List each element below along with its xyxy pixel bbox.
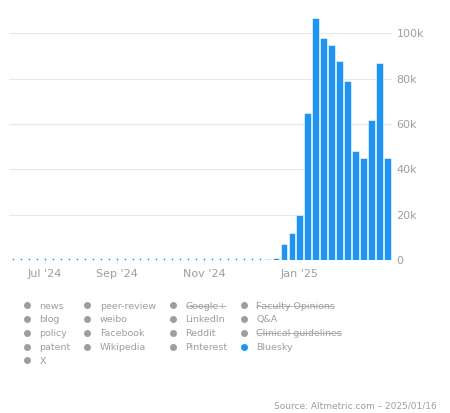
- Bar: [320, 38, 327, 260]
- Bar: [273, 258, 279, 260]
- Bar: [384, 158, 391, 260]
- Bar: [297, 215, 303, 260]
- Bar: [312, 17, 319, 260]
- Bar: [368, 120, 375, 260]
- Bar: [305, 113, 311, 260]
- Bar: [288, 233, 295, 260]
- Bar: [336, 61, 343, 260]
- Bar: [344, 81, 351, 260]
- Bar: [360, 158, 367, 260]
- Bar: [280, 244, 287, 260]
- Bar: [265, 259, 271, 260]
- Legend: news, blog, policy, patent, X, peer-review, weibo, Facebook, Wikipedia, G̶o̶o̶g̶: news, blog, policy, patent, X, peer-revi…: [14, 298, 346, 369]
- Bar: [376, 63, 383, 260]
- Text: Source: Altmetric.com – 2025/01/16: Source: Altmetric.com – 2025/01/16: [274, 402, 436, 411]
- Bar: [328, 45, 335, 260]
- Bar: [352, 151, 359, 260]
